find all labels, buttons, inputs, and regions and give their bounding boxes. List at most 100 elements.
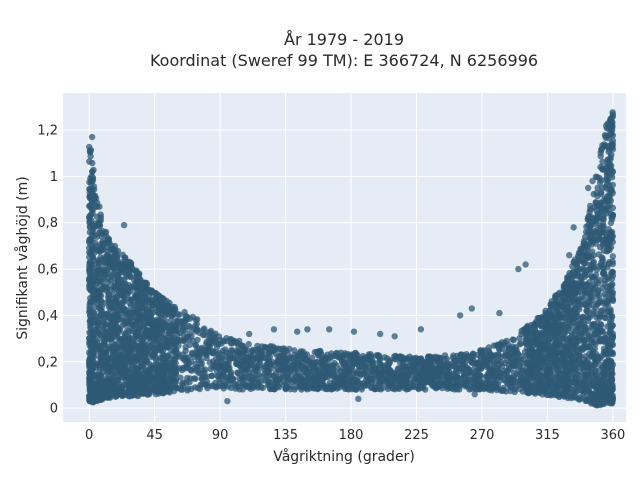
data-point — [379, 368, 386, 375]
data-point — [110, 326, 117, 333]
data-point — [600, 400, 608, 407]
data-point — [88, 328, 96, 335]
data-point — [556, 302, 564, 310]
data-point — [571, 304, 578, 311]
data-point — [552, 381, 560, 389]
data-point — [160, 384, 167, 391]
data-point — [516, 385, 523, 393]
data-point — [433, 372, 440, 379]
data-point — [579, 301, 587, 308]
data-point — [160, 355, 167, 363]
data-point — [571, 386, 578, 393]
data-point — [127, 273, 134, 280]
data-point — [609, 109, 616, 116]
data-point — [172, 350, 180, 357]
data-point — [597, 149, 604, 156]
data-point — [105, 368, 112, 375]
data-point — [271, 385, 278, 393]
data-point — [559, 335, 566, 342]
data-point — [135, 373, 143, 380]
data-point — [500, 387, 507, 394]
data-point — [319, 363, 326, 370]
data-point — [596, 179, 604, 186]
data-point — [566, 342, 573, 349]
data-point — [96, 330, 104, 338]
data-point — [97, 247, 104, 254]
data-point — [608, 313, 616, 321]
data-point — [99, 286, 106, 293]
data-point — [593, 356, 601, 363]
data-point — [602, 134, 609, 141]
data-point — [459, 353, 466, 360]
data-point — [556, 329, 563, 336]
data-point — [356, 380, 364, 387]
data-point — [484, 364, 491, 371]
data-point — [87, 270, 95, 277]
data-point — [571, 343, 578, 351]
data-point — [93, 371, 101, 378]
data-point — [582, 289, 590, 296]
data-point — [89, 229, 96, 236]
data-point — [95, 348, 102, 356]
data-point — [563, 298, 570, 305]
data-point — [249, 346, 256, 353]
data-point — [594, 280, 602, 287]
data-point — [591, 345, 598, 352]
data-point — [333, 383, 340, 390]
data-point — [89, 159, 96, 167]
data-point — [511, 362, 518, 369]
data-point — [154, 374, 161, 381]
data-point — [96, 241, 104, 249]
data-point — [609, 212, 617, 220]
data-point — [478, 350, 485, 357]
data-point — [518, 370, 526, 377]
data-point — [594, 193, 601, 200]
data-point — [586, 343, 593, 350]
data-point — [571, 378, 578, 386]
data-point — [193, 320, 200, 328]
data-point — [552, 303, 559, 310]
data-point — [576, 256, 583, 264]
data-point — [190, 353, 198, 361]
data-point — [211, 363, 218, 371]
data-point — [589, 364, 596, 371]
data-point — [590, 325, 597, 332]
data-point — [609, 272, 617, 279]
data-point — [345, 386, 352, 393]
data-point — [602, 299, 609, 306]
data-point — [109, 318, 117, 325]
data-point — [215, 373, 222, 380]
data-point — [592, 338, 599, 345]
data-point — [258, 350, 265, 358]
chart-subtitle: Koordinat (Sweref 99 TM): E 366724, N 62… — [150, 51, 538, 70]
data-point — [440, 369, 447, 376]
data-point — [315, 367, 323, 375]
data-point — [454, 374, 461, 382]
data-point — [310, 375, 317, 382]
data-point — [572, 331, 579, 338]
data-point — [279, 345, 286, 352]
data-point — [418, 384, 425, 391]
data-point — [607, 219, 615, 227]
data-point — [149, 301, 156, 308]
data-point — [356, 372, 363, 380]
data-point — [600, 269, 607, 276]
data-point — [528, 321, 535, 329]
data-point — [170, 356, 177, 364]
data-point — [360, 355, 367, 362]
data-point — [108, 379, 116, 386]
data-point — [149, 365, 156, 372]
data-point — [272, 370, 280, 377]
data-point — [599, 370, 606, 378]
data-point — [219, 362, 227, 370]
data-point — [537, 317, 544, 325]
data-point — [91, 397, 98, 405]
data-point — [543, 366, 551, 374]
data-point — [564, 274, 571, 281]
data-point — [376, 376, 383, 384]
data-point — [198, 375, 206, 383]
data-point — [572, 366, 579, 374]
data-point — [599, 215, 606, 222]
data-point — [182, 312, 189, 320]
data-point — [362, 381, 369, 388]
